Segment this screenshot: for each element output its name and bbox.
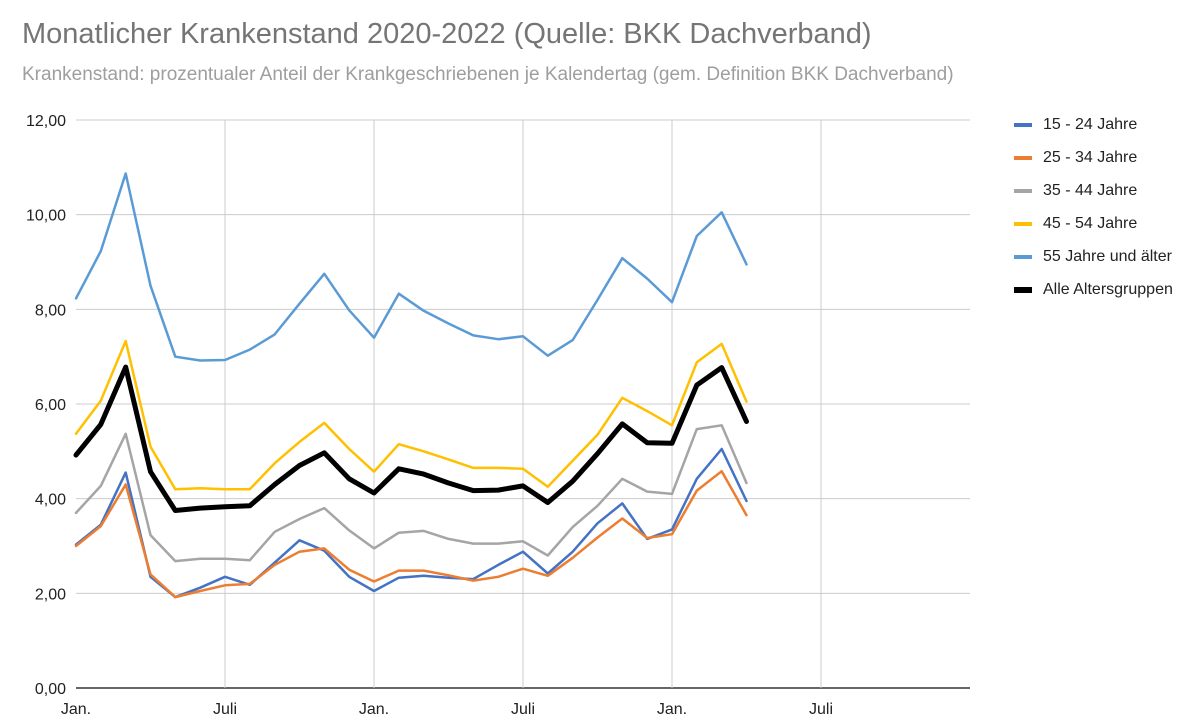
- x-axis-ticks: Jan. Juli Jan. Juli Jan. Juli: [61, 701, 833, 718]
- legend-label: 25 - 34 Jahre: [1043, 148, 1138, 166]
- y-axis-ticks: 0,00 2,00 4,00 6,00 8,00 10,00 12,00: [26, 113, 66, 698]
- legend-label: Alle Altersgruppen: [1043, 280, 1173, 298]
- gridlines: [76, 119, 970, 689]
- y-tick-label: 4,00: [35, 492, 66, 509]
- series-line-alle-altersgruppen: [73, 364, 749, 513]
- legend-swatch: [1014, 286, 1032, 293]
- legend-item: 35 - 44 Jahre: [1014, 174, 1173, 207]
- x-tick-label: Jan.: [657, 701, 687, 718]
- x-tick-label: Juli: [809, 701, 833, 718]
- x-tick-label: Juli: [511, 701, 535, 718]
- legend-swatch: [1014, 221, 1032, 226]
- series-line-35-44-jahre: [74, 424, 748, 563]
- legend-label: 45 - 54 Jahre: [1043, 214, 1138, 232]
- legend-label: 55 Jahre und älter: [1043, 247, 1172, 265]
- y-tick-label: 12,00: [26, 113, 66, 130]
- legend: 15 - 24 Jahre 25 - 34 Jahre 35 - 44 Jahre 4…: [1014, 108, 1173, 306]
- series-line-15-24-jahre: [74, 447, 748, 599]
- legend-swatch: [1014, 122, 1032, 127]
- chart-subtitle: Krankenstand: prozentualer Anteil der Kr…: [22, 64, 954, 85]
- series-lines: [73, 172, 749, 599]
- y-tick-label: 6,00: [35, 397, 66, 414]
- legend-item: 55 Jahre und älter: [1014, 240, 1173, 273]
- legend-item: Alle Altersgruppen: [1014, 273, 1173, 306]
- legend-item: 25 - 34 Jahre: [1014, 141, 1173, 174]
- x-tick-label: Jan.: [359, 701, 389, 718]
- legend-label: 15 - 24 Jahre: [1043, 115, 1138, 133]
- legend-item: 45 - 54 Jahre: [1014, 207, 1173, 240]
- legend-swatch: [1014, 188, 1032, 193]
- legend-item: 15 - 24 Jahre: [1014, 108, 1173, 141]
- series-line-25-34-jahre: [74, 469, 748, 599]
- y-tick-label: 0,00: [35, 681, 66, 698]
- series-line-55-jahre-und-lter: [74, 172, 748, 362]
- y-tick-label: 2,00: [35, 586, 66, 603]
- legend-swatch: [1014, 155, 1032, 160]
- y-tick-label: 8,00: [35, 302, 66, 319]
- y-tick-label: 10,00: [26, 208, 66, 225]
- legend-swatch: [1014, 254, 1032, 259]
- chart-title: Monatlicher Krankenstand 2020-2022 (Quel…: [22, 18, 872, 50]
- x-tick-label: Jan.: [61, 701, 91, 718]
- legend-label: 35 - 44 Jahre: [1043, 181, 1138, 199]
- series-line-45-54-jahre: [74, 339, 748, 491]
- x-tick-label: Juli: [213, 701, 237, 718]
